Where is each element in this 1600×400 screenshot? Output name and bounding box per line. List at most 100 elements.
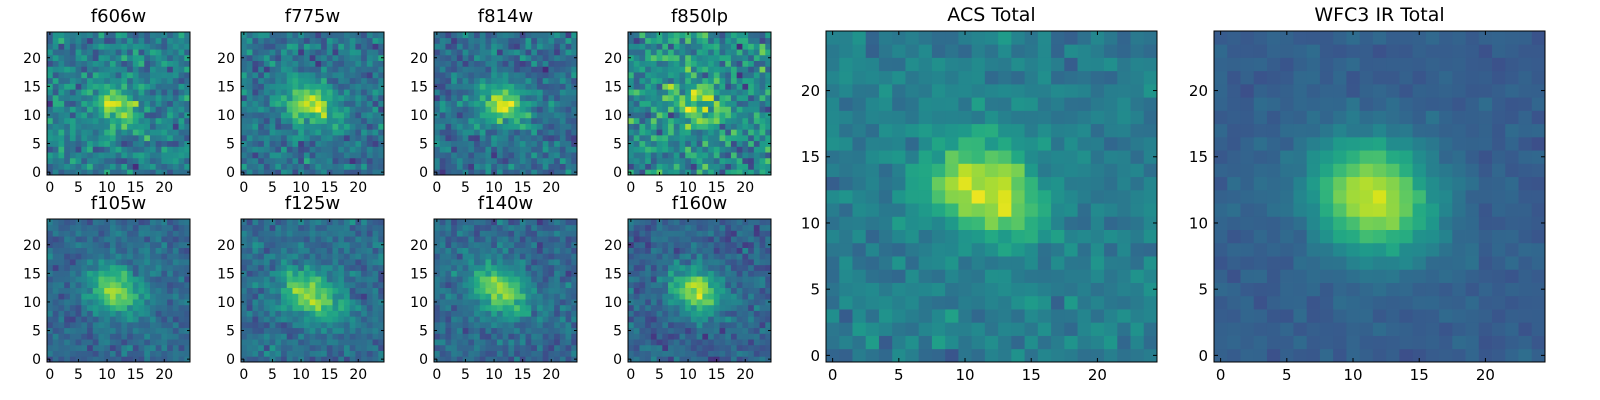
- heatmap-cell: [109, 43, 117, 50]
- heatmap-cell: [321, 89, 328, 96]
- heatmap-cell: [708, 163, 715, 170]
- heatmap-cell: [64, 112, 71, 119]
- heatmap-cell: [519, 270, 526, 277]
- heatmap-cell: [673, 66, 680, 73]
- heatmap-cell: [275, 350, 282, 357]
- heatmap-cell: [64, 89, 71, 96]
- heatmap-cell: [548, 259, 555, 266]
- heatmap-cell: [662, 157, 669, 164]
- heatmap-cell: [47, 236, 54, 243]
- heatmap-cell: [167, 281, 174, 289]
- heatmap-cell: [69, 169, 76, 176]
- heatmap-cell: [338, 224, 345, 231]
- heatmap-cell: [58, 350, 65, 357]
- heatmap-cell: [719, 293, 726, 300]
- heatmap-cell: [104, 117, 111, 124]
- heatmap-cell: [502, 163, 509, 170]
- heatmap-cell: [321, 54, 328, 61]
- heatmap-cell: [246, 236, 253, 243]
- heatmap-cell: [554, 321, 561, 329]
- heatmap-cell: [571, 230, 578, 237]
- heatmap-cell: [656, 333, 663, 340]
- heatmap-cell: [321, 49, 328, 56]
- heatmap-cell: [172, 247, 179, 254]
- heatmap-cell: [713, 327, 720, 334]
- heatmap-cell: [149, 157, 157, 164]
- heatmap-cell: [765, 94, 772, 102]
- heatmap-cell: [730, 293, 738, 300]
- heatmap-cell: [765, 72, 772, 79]
- heatmap-cell: [104, 157, 111, 164]
- heatmap-cell: [708, 157, 715, 164]
- heatmap-cell: [725, 117, 732, 124]
- heatmap-cell: [326, 60, 333, 67]
- heatmap-cell: [321, 281, 328, 289]
- heatmap-cell: [468, 60, 475, 67]
- heatmap-cell: [104, 134, 111, 142]
- heatmap-cell: [263, 157, 270, 164]
- heatmap-cell: [149, 270, 157, 277]
- heatmap-cell: [736, 77, 743, 84]
- heatmap-cell: [679, 310, 686, 317]
- heatmap-cell: [87, 83, 94, 90]
- heatmap-cell: [349, 169, 356, 176]
- heatmap-cell: [338, 43, 345, 50]
- heatmap-cell: [98, 140, 105, 147]
- heatmap-cell: [708, 287, 715, 294]
- heatmap-cell: [275, 304, 282, 311]
- heatmap-cell: [662, 299, 669, 306]
- heatmap-cell: [269, 123, 276, 130]
- heatmap-cell: [645, 304, 652, 311]
- heatmap-cell: [451, 236, 458, 243]
- panel-f125w: f125w 0 5 10 15 20 0 5 10 15 20: [217, 193, 385, 383]
- heatmap-cell: [690, 112, 698, 119]
- heatmap-cell: [702, 72, 709, 79]
- heatmap-cell: [434, 276, 441, 283]
- heatmap-cell: [685, 327, 692, 334]
- heatmap-cell: [366, 356, 373, 363]
- heatmap-cell: [292, 146, 299, 153]
- heatmap-cell: [650, 134, 657, 142]
- heatmap-cell: [439, 287, 446, 294]
- heatmap-cell: [47, 224, 54, 231]
- heatmap-cell: [303, 270, 311, 277]
- heatmap-cell: [639, 157, 646, 164]
- heatmap-cell: [496, 247, 504, 254]
- heatmap-cell: [456, 224, 463, 231]
- heatmap-cell: [52, 129, 59, 136]
- heatmap-cell: [456, 32, 463, 39]
- heatmap-cell: [639, 89, 646, 96]
- heatmap-cell: [258, 157, 265, 164]
- heatmap-cell: [98, 304, 105, 311]
- heatmap-cell: [445, 236, 452, 243]
- heatmap-cell: [52, 316, 59, 323]
- heatmap-cell: [292, 259, 299, 266]
- heatmap-cell: [252, 350, 259, 357]
- heatmap-cell: [531, 89, 538, 96]
- heatmap-cell: [479, 219, 486, 226]
- heatmap-cell: [719, 117, 726, 124]
- heatmap-cell: [719, 123, 726, 130]
- heatmap-cell: [485, 123, 492, 130]
- heatmap-cell: [445, 37, 452, 44]
- heatmap-cell: [172, 316, 179, 323]
- heatmap-cell: [679, 117, 686, 124]
- heatmap-cell: [525, 32, 532, 39]
- heatmap-cell: [542, 270, 549, 277]
- heatmap-cell: [115, 106, 122, 113]
- heatmap-cell: [559, 339, 566, 346]
- heatmap-cell: [702, 129, 709, 136]
- heatmap-cell: [496, 253, 504, 260]
- heatmap-cell: [47, 100, 54, 107]
- heatmap-cell: [75, 146, 82, 153]
- heatmap-cell: [132, 264, 139, 271]
- heatmap-cell: [127, 163, 134, 170]
- heatmap-cell: [531, 276, 538, 283]
- heatmap-cell: [258, 327, 265, 334]
- heatmap-cell: [456, 146, 463, 153]
- heatmap-cell: [115, 117, 122, 124]
- heatmap-cell: [474, 169, 481, 176]
- heatmap-cell: [303, 43, 311, 50]
- heatmap-cell: [263, 152, 270, 159]
- heatmap-cell: [668, 327, 675, 334]
